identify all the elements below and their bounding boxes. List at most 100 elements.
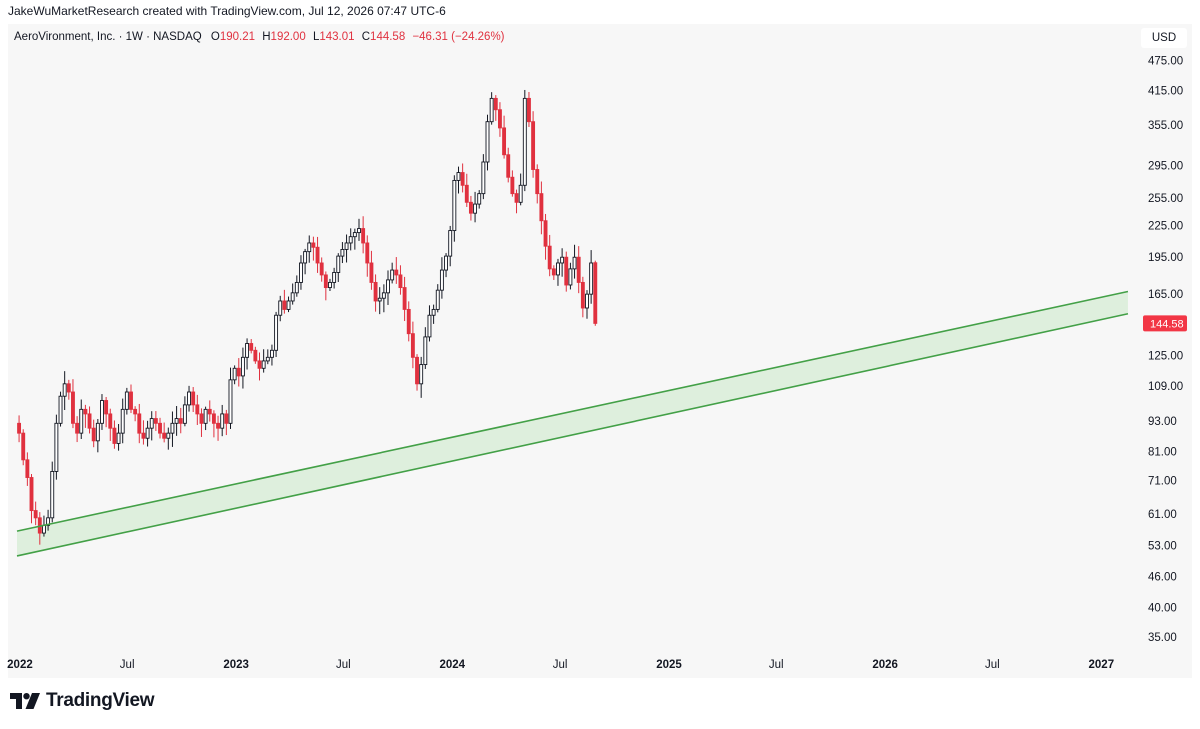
candle — [568, 262, 573, 290]
candle — [120, 398, 125, 444]
x-tick-label: Jul — [985, 659, 1000, 671]
candle — [91, 419, 96, 448]
candle — [261, 349, 266, 373]
x-tick-label: Jul — [120, 659, 135, 671]
candle — [228, 367, 233, 429]
candles-layer — [17, 89, 598, 545]
symbol-legend: AeroVironment, Inc. · 1W · NASDAQ O190.2… — [14, 31, 505, 43]
candle — [29, 474, 34, 524]
y-tick-label: 93.00 — [1148, 416, 1177, 428]
candle — [274, 311, 279, 357]
price-change: −46.31 (−24.26%) — [412, 31, 505, 43]
candle — [556, 258, 560, 286]
candle — [506, 147, 511, 183]
candle — [166, 427, 171, 450]
candle — [46, 509, 51, 531]
candle — [199, 408, 204, 437]
candle — [547, 234, 552, 277]
time-axis: 2022 Jul 2023 Jul 2024 Jul 2025 Jul 2026 Jul 2027 — [7, 659, 1114, 671]
support-channel-upper-line[interactable] — [16, 290, 1129, 532]
candle — [580, 276, 585, 318]
candle — [265, 349, 270, 365]
candle — [207, 400, 212, 422]
candle — [145, 420, 150, 447]
candle — [21, 429, 26, 466]
candle — [535, 164, 540, 204]
candle — [129, 384, 133, 414]
candle — [361, 216, 366, 254]
candle — [87, 406, 92, 434]
currency-button[interactable]: USD — [1141, 28, 1187, 48]
candle — [560, 248, 565, 277]
candle — [269, 344, 274, 366]
candle — [58, 391, 63, 427]
x-tick-label: 2023 — [223, 659, 249, 671]
candle — [365, 235, 370, 277]
y-tick-label: 61.00 — [1148, 509, 1177, 521]
candle — [124, 387, 129, 415]
candle — [319, 257, 324, 282]
candle — [133, 406, 138, 422]
candle — [527, 92, 531, 127]
candle — [439, 257, 444, 299]
candle — [543, 213, 548, 260]
candle — [95, 419, 100, 453]
candle — [406, 301, 411, 342]
candle — [398, 265, 403, 295]
candle — [340, 242, 345, 264]
candle — [493, 95, 498, 121]
candle — [323, 271, 328, 301]
candle — [303, 248, 308, 275]
candle — [170, 411, 175, 447]
y-tick-label: 81.00 — [1148, 446, 1177, 458]
candle — [108, 408, 113, 441]
support-channel-lower-line[interactable] — [16, 312, 1129, 557]
candle — [564, 251, 569, 292]
candle — [290, 283, 295, 305]
candle — [50, 461, 55, 523]
candle — [299, 255, 303, 290]
candle — [448, 225, 453, 267]
candle — [402, 276, 407, 322]
y-tick-label: 225.00 — [1148, 221, 1183, 233]
high-value: 192.00 — [270, 31, 306, 43]
candle — [137, 403, 142, 444]
candle — [473, 191, 478, 223]
candle — [386, 270, 390, 305]
open-label: O — [210, 31, 220, 43]
candle — [369, 250, 374, 290]
tradingview-logo[interactable]: TradingView — [10, 690, 155, 712]
candle — [25, 452, 30, 486]
candle — [435, 284, 440, 313]
x-tick-label: 2027 — [1089, 659, 1115, 671]
candle — [410, 321, 415, 369]
candle — [431, 304, 436, 324]
candle — [381, 284, 386, 313]
candle — [286, 296, 291, 313]
candle — [485, 114, 490, 171]
candle — [278, 295, 283, 322]
y-tick-label: 355.00 — [1148, 120, 1183, 132]
candle — [116, 424, 121, 451]
chart-attribution: JakeWuMarketResearch created with Tradin… — [8, 4, 446, 18]
candle — [282, 289, 287, 314]
candle — [576, 246, 581, 294]
tradingview-logo-text: TradingView — [46, 690, 155, 711]
candle — [203, 406, 208, 431]
candle — [191, 387, 196, 413]
candle — [187, 385, 191, 412]
y-tick-label: 255.00 — [1148, 193, 1183, 205]
x-tick-label: Jul — [553, 659, 568, 671]
y-tick-label: 40.00 — [1148, 602, 1177, 614]
y-tick-label: 295.00 — [1148, 161, 1183, 173]
candle — [415, 354, 419, 391]
candle — [456, 166, 461, 194]
candle — [531, 111, 536, 178]
chart-panel[interactable] — [8, 24, 1192, 678]
tradingview-logo-icon — [10, 693, 40, 709]
close-value: 144.58 — [370, 31, 406, 43]
candle — [551, 265, 556, 280]
symbol-label: AeroVironment, Inc. · 1W · NASDAQ — [14, 31, 202, 43]
candle — [62, 371, 67, 411]
